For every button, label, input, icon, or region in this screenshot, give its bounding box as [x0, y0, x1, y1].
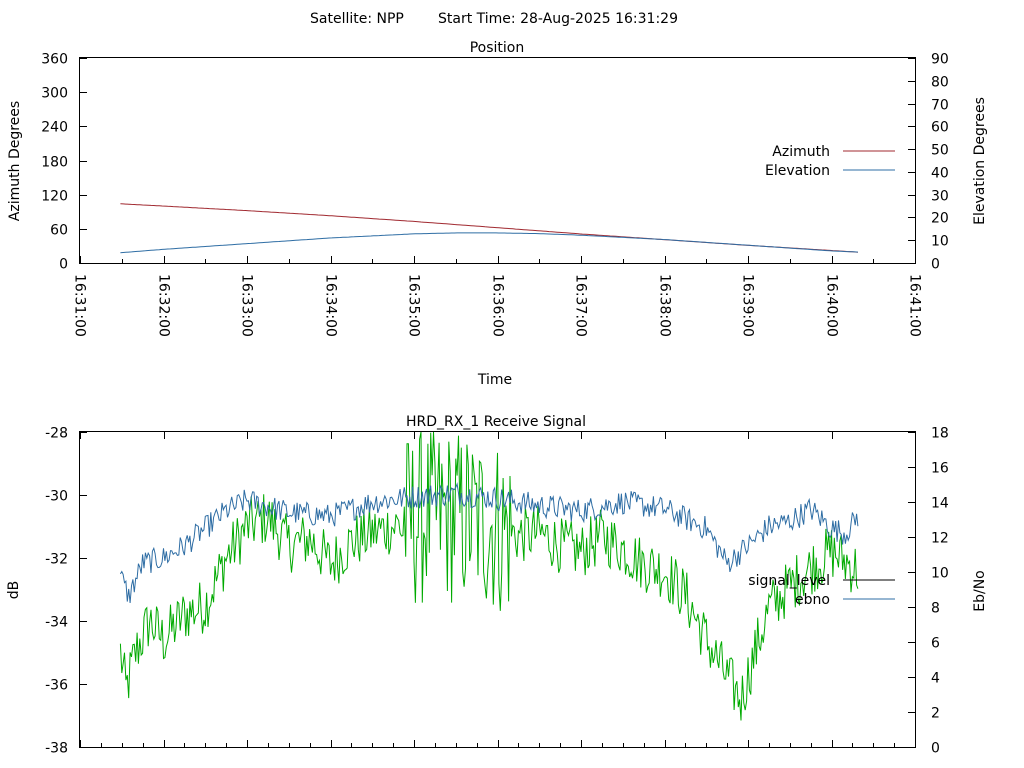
- signal-y-tick-label: -38: [45, 741, 68, 757]
- series-line-elevation: [120, 232, 858, 254]
- position-x-tick-label: 16:36:00: [490, 274, 506, 337]
- signal-y2-tick-label: 2: [931, 706, 940, 722]
- position-y-tick-label: 60: [50, 223, 68, 239]
- start-time-label: Start Time: 28-Aug-2025 16:31:29: [438, 11, 678, 27]
- series-line-ebno: [119, 482, 859, 603]
- signal-axes: -28 -30 -32 -34 -36 -38 0 2 4 6 8 10 12 14 16 18: [45, 426, 949, 757]
- position-x-tick-label: 16:39:00: [740, 274, 756, 337]
- signal-series: [119, 431, 859, 721]
- signal-y2-tick-label: 6: [931, 636, 940, 652]
- position-y2-tick-label: 50: [931, 143, 949, 159]
- position-y2-tick-label: 40: [931, 166, 949, 182]
- position-x-tick-label: 16:40:00: [824, 274, 840, 337]
- signal-y-tick-label: -34: [45, 615, 68, 631]
- signal-y-tick-label: -28: [45, 426, 68, 442]
- position-y2-tick-label: 10: [931, 234, 949, 250]
- signal-y2-tick-label: 12: [931, 531, 949, 547]
- position-y2-tick-label: 80: [931, 75, 949, 91]
- position-x-axis-label: Time: [477, 372, 512, 388]
- position-y2-axis-label: Elevation Degrees: [972, 97, 988, 225]
- signal-y-axis-label: dB: [6, 581, 22, 600]
- position-x-tick-label: 16:35:00: [406, 274, 422, 337]
- legend-label-ebno: ebno: [795, 592, 830, 608]
- position-y-tick-label: 120: [41, 189, 68, 205]
- signal-y2-tick-label: 8: [931, 601, 940, 617]
- position-x-tick-label: 16:34:00: [323, 274, 339, 337]
- position-y-tick-label: 180: [41, 155, 68, 171]
- position-y2-tick-label: 30: [931, 189, 949, 205]
- signal-y-tick-label: -30: [45, 489, 68, 505]
- signal-y2-tick-label: 14: [931, 496, 949, 512]
- signal-y2-tick-label: 16: [931, 461, 949, 477]
- position-y-tick-label: 360: [41, 52, 68, 68]
- position-axes: 16:31:00 16:32:00 16:33:00 16:34:00 16:35:00…: [41, 52, 949, 337]
- position-x-tick-label: 16:33:00: [239, 274, 255, 337]
- position-legend: Azimuth Elevation: [765, 144, 895, 179]
- legend-label-elevation: Elevation: [765, 163, 830, 179]
- signal-y2-tick-label: 10: [931, 566, 949, 582]
- signal-y2-tick-label: 4: [931, 671, 940, 687]
- position-series: [120, 203, 858, 254]
- position-y2-tick-label: 90: [931, 52, 949, 68]
- position-y2-tick-label: 20: [931, 211, 949, 227]
- position-x-tick-label: 16:31:00: [72, 274, 88, 337]
- signal-y2-tick-label: 0: [931, 741, 940, 757]
- signal-y2-tick-label: 18: [931, 426, 949, 442]
- satellite-label: Satellite: NPP: [310, 11, 404, 27]
- legend-label-azimuth: Azimuth: [772, 144, 830, 160]
- position-x-tick-label: 16:37:00: [573, 274, 589, 337]
- signal-y-tick-label: -36: [45, 678, 68, 694]
- position-y2-tick-label: 60: [931, 120, 949, 136]
- signal-plot-frame: [79, 431, 916, 748]
- signal-chart: HRD_RX_1 Receive Signal -28-30-32-34-36-…: [6, 414, 988, 757]
- signal-y2-axis-label: Eb/No: [972, 570, 988, 612]
- position-chart-title: Position: [470, 40, 525, 56]
- position-y2-tick-label: 0: [931, 257, 940, 273]
- signal-chart-title: HRD_RX_1 Receive Signal: [406, 414, 586, 430]
- signal-y-tick-label: -32: [45, 552, 68, 568]
- position-x-tick-label: 16:41:00: [907, 274, 923, 337]
- position-y2-tick-label: 70: [931, 98, 949, 114]
- series-line-signal-level: [119, 431, 859, 721]
- position-y-tick-label: 300: [41, 86, 68, 102]
- position-plot-frame: [79, 57, 916, 264]
- position-y-tick-label: 240: [41, 120, 68, 136]
- signal-legend: signal_level ebno: [748, 573, 895, 608]
- legend-label-signal-level: signal_level: [748, 573, 830, 589]
- position-chart: Position 16:31:00 16:32:00 16:33:00 16:34:0…: [7, 40, 988, 388]
- position-x-tick-label: 16:38:00: [657, 274, 673, 337]
- position-x-tick-label: 16:32:00: [156, 274, 172, 337]
- position-y-tick-label: 0: [59, 257, 68, 273]
- position-y-axis-label: Azimuth Degrees: [7, 101, 23, 221]
